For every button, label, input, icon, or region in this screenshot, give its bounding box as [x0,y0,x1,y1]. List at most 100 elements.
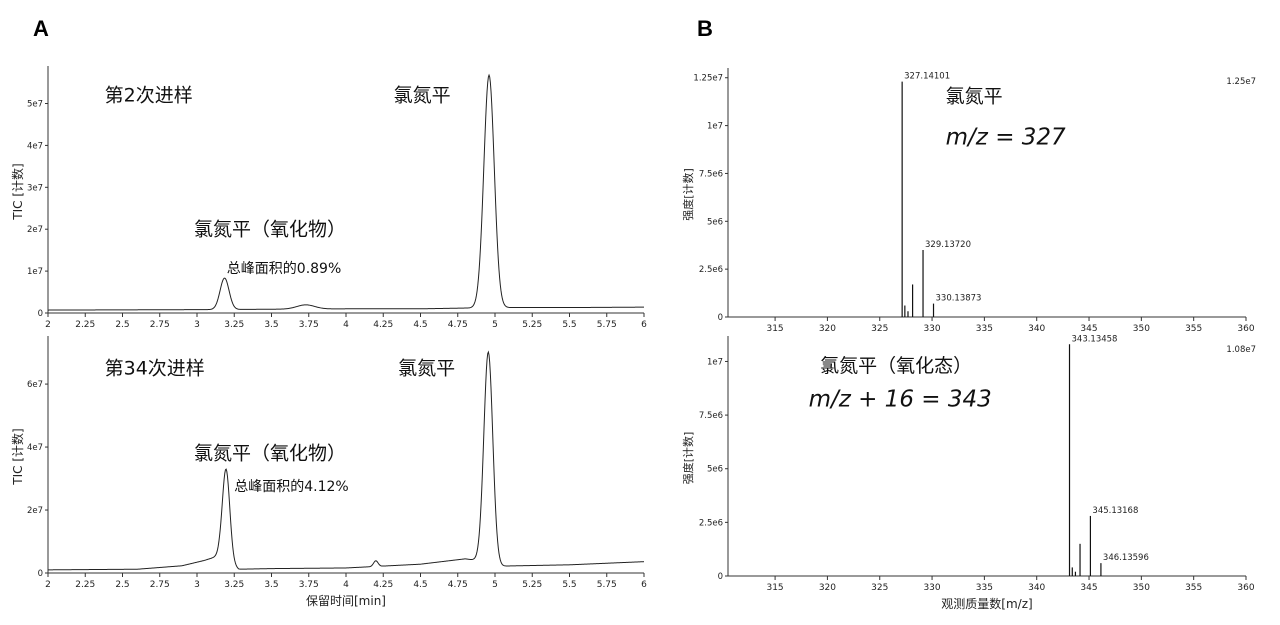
max-intensity-label: 1.08e7 [1226,345,1256,355]
x-tick-label: 3.75 [299,580,319,590]
y-tick-label: 1e7 [707,357,723,367]
mz-annotation: m/z + 16 = 343 [809,387,992,413]
y-tick-label: 2.5e6 [699,265,723,275]
x-tick-label: 360 [1237,324,1254,334]
mz-annotation: m/z = 327 [946,125,1066,151]
x-tick-label: 2.75 [150,580,170,590]
y-axis-label: 强度[计数] [681,432,695,485]
y-axis-label: TIC [计数] [10,428,25,485]
x-tick-label: 325 [871,583,888,593]
y-tick-label: 0 [718,572,723,582]
x-tick-label: 5.25 [522,320,542,330]
annotation: 氯氮平（氧化物） [194,218,346,240]
y-tick-label: 6e7 [27,380,43,390]
y-tick-label: 0 [718,313,723,323]
panel-label-b: B [697,16,713,41]
annotation: 第2次进样 [105,84,193,106]
x-tick-label: 5.75 [597,580,617,590]
x-tick-label: 345 [1080,583,1097,593]
chart-4: 315 320 325 330 335 340 345 350 355 360 0 2.5e6 5e6 7… [681,334,1256,611]
x-tick-label: 2 [45,320,51,330]
y-tick-label: 2.5e6 [699,518,723,528]
tic-trace [48,73,645,311]
peak-label: 345.13168 [1092,506,1138,516]
y-tick-label: 7.5e6 [699,411,723,421]
x-tick-label: 2.25 [75,320,95,330]
peak-label: 330.13873 [936,294,982,304]
x-tick-label: 325 [871,324,888,334]
x-tick-label: 4.5 [413,580,427,590]
x-tick-label: 5.5 [562,320,576,330]
x-tick-label: 350 [1133,324,1150,334]
x-tick-label: 320 [819,583,836,593]
x-axis-label: 观测质量数[m/z] [941,596,1032,611]
x-tick-label: 3.5 [264,580,278,590]
x-tick-label: 355 [1185,324,1202,334]
x-tick-label: 5.25 [522,580,542,590]
x-tick-label: 4.75 [448,580,468,590]
x-tick-label: 3.5 [264,320,278,330]
x-tick-label: 5 [492,580,498,590]
y-axis-label: TIC [计数] [10,163,25,220]
annotation: 氯氮平 [398,358,455,380]
x-tick-label: 360 [1237,583,1254,593]
x-tick-label: 5 [492,320,498,330]
chart-1: 2 2.25 2.5 2.75 3 3.25 3.5 3.75 4 4.25 4.5 4.75 5 5.2… [10,66,647,330]
x-tick-label: 2.5 [115,580,129,590]
annotation: 氯氮平 [394,84,451,106]
x-tick-label: 6 [641,320,647,330]
x-tick-label: 335 [976,583,993,593]
x-tick-label: 320 [819,324,836,334]
x-tick-label: 4.25 [373,580,393,590]
x-tick-label: 340 [1028,583,1045,593]
x-tick-label: 3.25 [224,320,244,330]
y-axis-label: 强度[计数] [681,168,695,221]
chart-3: 315 320 325 330 335 340 345 350 355 360 0 2.5e6 5e6 7… [681,68,1256,334]
x-tick-label: 6 [641,580,647,590]
y-tick-label: 7.5e6 [699,169,723,179]
x-tick-label: 3.75 [299,320,319,330]
x-tick-label: 4.25 [373,320,393,330]
x-tick-label: 315 [766,324,783,334]
annotation: 氯氮平 [946,86,1003,108]
x-tick-label: 350 [1133,583,1150,593]
x-tick-label: 3.25 [224,580,244,590]
y-tick-label: 3e7 [27,183,43,193]
panel-label-a: A [33,16,49,41]
x-tick-label: 340 [1028,324,1045,334]
y-tick-label: 2e7 [27,225,43,235]
x-tick-label: 3 [194,320,200,330]
x-tick-label: 4 [343,580,349,590]
y-tick-label: 2e7 [27,506,43,516]
x-tick-label: 315 [766,583,783,593]
x-tick-label: 4 [343,320,349,330]
y-tick-label: 5e6 [707,217,723,227]
y-tick-label: 0 [38,569,43,579]
x-tick-label: 2 [45,580,51,590]
annotation: 氯氮平（氧化物） [194,443,346,465]
annotation: 第34次进样 [105,358,205,380]
tic-trace [48,350,645,571]
x-tick-label: 2.25 [75,580,95,590]
peak-label: 329.13720 [925,240,971,250]
annotation: 氯氮平（氧化态） [820,355,972,377]
y-tick-label: 1.25e7 [693,74,723,84]
x-tick-label: 3 [194,580,200,590]
peak-label: 327.14101 [904,72,950,82]
x-tick-label: 2.5 [115,320,129,330]
x-tick-label: 4.75 [448,320,468,330]
y-tick-label: 4e7 [27,443,43,453]
y-tick-label: 1e7 [27,267,43,277]
y-tick-label: 1e7 [707,122,723,132]
y-tick-label: 5e6 [707,465,723,475]
x-tick-label: 355 [1185,583,1202,593]
x-tick-label: 330 [923,583,940,593]
x-tick-label: 5.75 [597,320,617,330]
peak-label: 343.13458 [1072,334,1118,344]
x-tick-label: 2.75 [150,320,170,330]
x-tick-label: 335 [976,324,993,334]
y-tick-label: 5e7 [27,100,43,110]
annotation: 总峰面积的0.89% [227,261,341,277]
x-axis-label: 保留时间[min] [306,594,386,608]
max-intensity-label: 1.25e7 [1226,77,1256,87]
